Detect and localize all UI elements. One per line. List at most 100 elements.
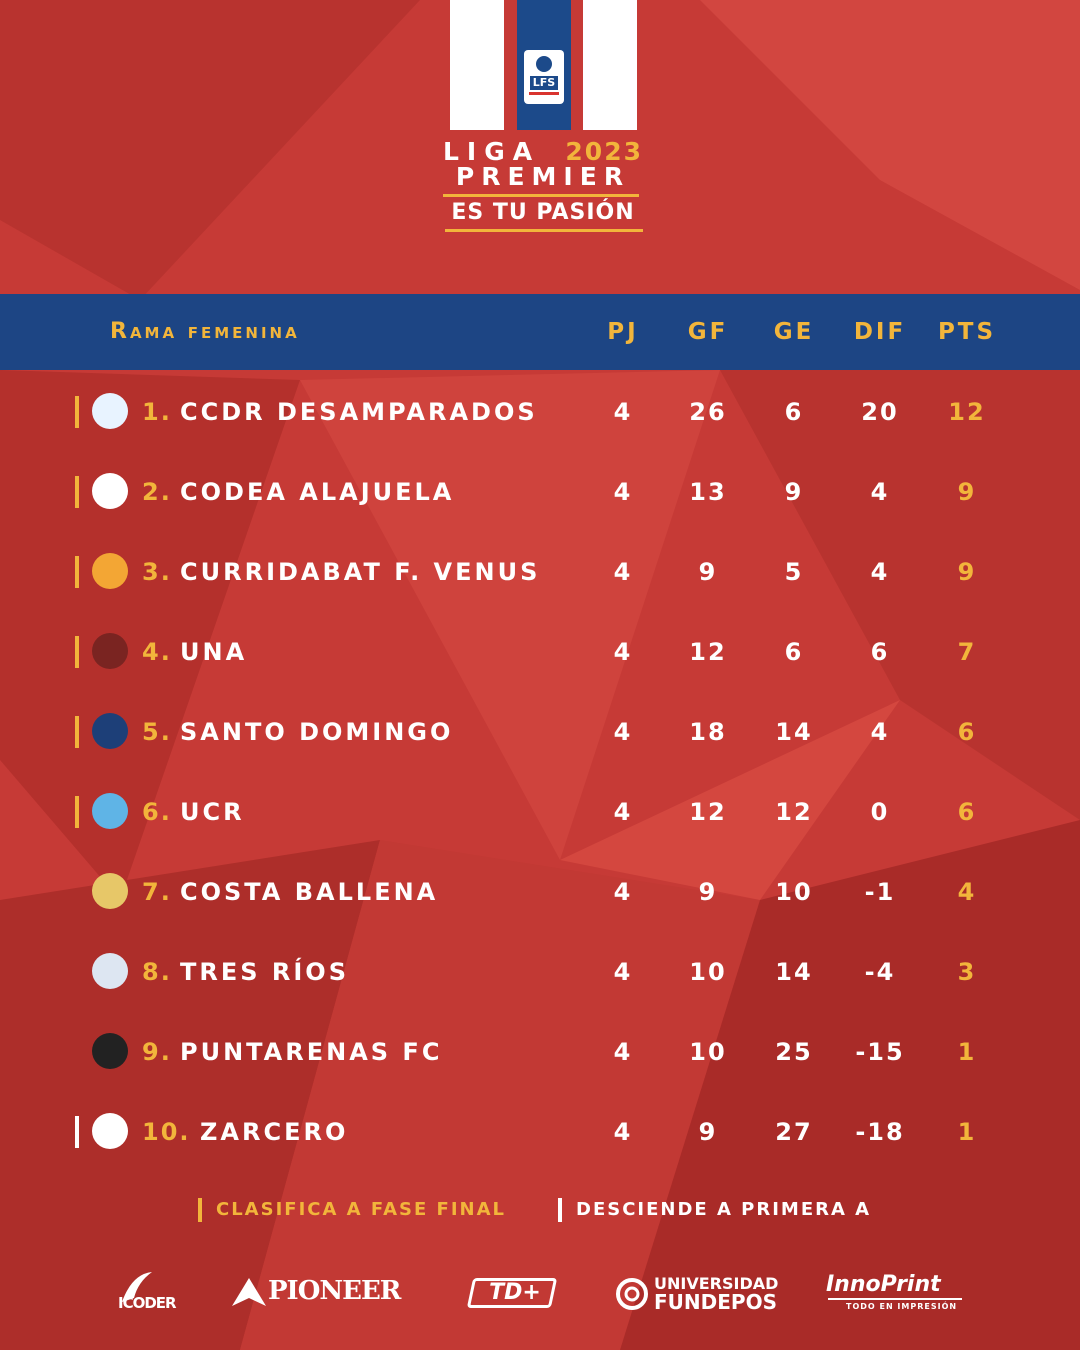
cell-pj: 4 (613, 638, 633, 666)
cell-ge: 25 (775, 1038, 813, 1066)
position: 8. (142, 958, 172, 986)
table-row: 4. UNA 4 12 6 6 7 (0, 622, 1080, 682)
ball-icon (536, 56, 552, 72)
cell-ge: 27 (775, 1118, 813, 1146)
cell-pts: 12 (948, 398, 986, 426)
cell-pts: 1 (957, 1038, 977, 1066)
table-row: 9. PUNTARENAS FC 4 10 25 -15 1 (0, 1022, 1080, 1082)
cell-dif: -18 (855, 1118, 905, 1146)
table-row: 6. UCR 4 12 12 0 6 (0, 782, 1080, 842)
pioneer-logo: PIONEER (232, 1268, 402, 1318)
cell-dif: 6 (870, 638, 890, 666)
league-logo: LFS LIGA 2023 PREMIER ES TU PASIÓN (0, 0, 1080, 240)
team-name: CODEA ALAJUELA (180, 478, 455, 506)
position: 5. (142, 718, 172, 746)
team-crest-icon (92, 953, 128, 989)
td-logo: TD+ (466, 1268, 560, 1318)
cell-ge: 6 (784, 638, 804, 666)
team-name: COSTA BALLENA (180, 878, 439, 906)
cell-ge: 6 (784, 398, 804, 426)
premier-word: PREMIER (455, 162, 631, 191)
tagline: ES TU PASIÓN (451, 200, 635, 225)
cell-pts: 6 (957, 798, 977, 826)
table-row: 1. CCDR DESAMPARADOS 4 26 6 20 12 (0, 382, 1080, 442)
cell-ge: 9 (784, 478, 804, 506)
cell-ge: 12 (775, 798, 813, 826)
team-name: CCDR DESAMPARADOS (180, 398, 538, 426)
year: 2023 (565, 136, 643, 166)
team-crest-icon (92, 1033, 128, 1069)
pioneer-mark-icon (232, 1278, 266, 1306)
cell-gf: 26 (689, 398, 727, 426)
cell-gf: 9 (698, 1118, 718, 1146)
cell-pj: 4 (613, 1038, 633, 1066)
cell-gf: 12 (689, 638, 727, 666)
fundepos-bottom-text: FUNDEPOS (654, 1290, 777, 1314)
cell-gf: 10 (689, 958, 727, 986)
cell-dif: -15 (855, 1038, 905, 1066)
cell-pj: 4 (613, 718, 633, 746)
td-text: TD+ (489, 1280, 541, 1305)
col-gf: GF (687, 319, 729, 345)
table-row: 5. SANTO DOMINGO 4 18 14 4 6 (0, 702, 1080, 762)
cell-gf: 18 (689, 718, 727, 746)
team-crest-icon (92, 793, 128, 829)
table-row: 7. COSTA BALLENA 4 9 10 -1 4 (0, 862, 1080, 922)
cell-pj: 4 (613, 398, 633, 426)
table-row: 2. CODEA ALAJUELA 4 13 9 4 9 (0, 462, 1080, 522)
position: 2. (142, 478, 172, 506)
cell-pj: 4 (613, 1118, 633, 1146)
position: 3. (142, 558, 172, 586)
qualify-marker (75, 716, 79, 748)
qualify-marker (75, 396, 79, 428)
team-name: PUNTARENAS FC (180, 1038, 443, 1066)
innoprint-sub-text: TODO EN IMPRESIÓN (846, 1302, 958, 1311)
fundepos-top-text: UNIVERSIDAD (654, 1274, 779, 1293)
qualify-marker (75, 796, 79, 828)
cell-dif: 4 (870, 478, 890, 506)
position: 10. (142, 1118, 191, 1146)
cell-pts: 4 (957, 878, 977, 906)
table-row: 8. TRES RÍOS 4 10 14 -4 3 (0, 942, 1080, 1002)
divider (443, 194, 639, 197)
icoder-text: ICODER (118, 1294, 177, 1312)
team-crest-icon (92, 633, 128, 669)
cell-pts: 9 (957, 558, 977, 586)
team-name: TRES RÍOS (180, 958, 349, 986)
section-title: Rama femenina (110, 319, 300, 344)
position: 7. (142, 878, 172, 906)
team-crest-icon (92, 1113, 128, 1149)
team-name: CURRIDABAT F. VENUS (180, 558, 541, 586)
position: 4. (142, 638, 172, 666)
cell-pj: 4 (613, 798, 633, 826)
white-stripe-left (450, 0, 504, 130)
cell-gf: 9 (698, 558, 718, 586)
cell-ge: 5 (784, 558, 804, 586)
legend-qualify: CLASIFICA A FASE FINAL (198, 1196, 538, 1224)
fundepos-logo: UNIVERSIDAD FUNDEPOS (614, 1268, 784, 1318)
legend-relegate: DESCIENDE A PRIMERA A (558, 1196, 898, 1224)
cell-pj: 4 (613, 958, 633, 986)
pioneer-text: PIONEER (268, 1276, 401, 1306)
legend-qualify-text: CLASIFICA A FASE FINAL (216, 1199, 507, 1220)
cell-pj: 4 (613, 558, 633, 586)
cell-dif: -4 (864, 958, 896, 986)
cell-pts: 7 (957, 638, 977, 666)
col-dif: DIF (853, 319, 907, 345)
qualify-marker (75, 636, 79, 668)
team-name: ZARCERO (200, 1118, 349, 1146)
team-name: SANTO DOMINGO (180, 718, 454, 746)
legend-relegate-text: DESCIENDE A PRIMERA A (576, 1199, 872, 1220)
cell-ge: 14 (775, 958, 813, 986)
icoder-swoosh-icon (122, 1272, 152, 1302)
col-pj: PJ (607, 319, 639, 345)
position: 1. (142, 398, 172, 426)
cell-ge: 14 (775, 718, 813, 746)
icoder-logo: ICODER (112, 1268, 192, 1318)
team-crest-icon (92, 473, 128, 509)
table-header: Rama femenina PJ GF GE DIF PTS (0, 294, 1080, 370)
col-pts: PTS (937, 319, 997, 345)
cell-pj: 4 (613, 478, 633, 506)
cell-pj: 4 (613, 878, 633, 906)
cell-dif: -1 (864, 878, 896, 906)
